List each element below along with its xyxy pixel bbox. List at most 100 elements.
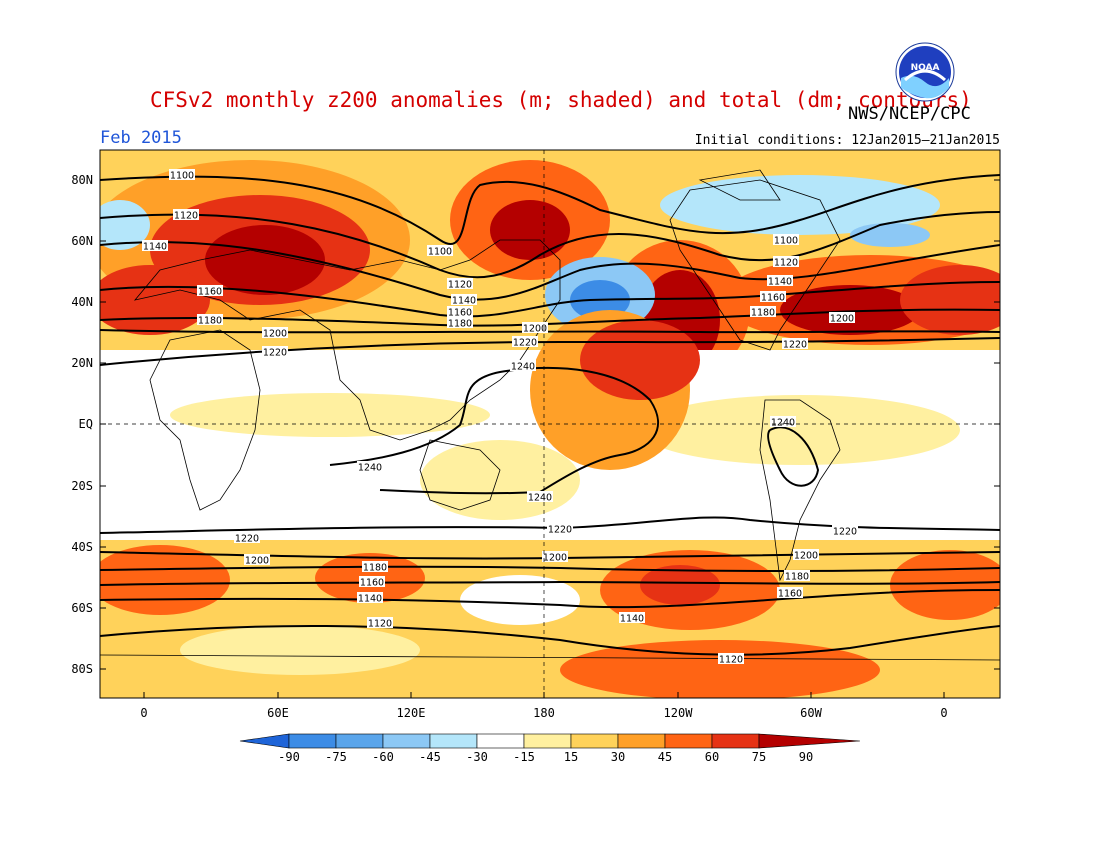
- contour-label: 1180: [785, 572, 809, 583]
- colorbar-label: 75: [752, 750, 766, 764]
- contour-label: 1220: [263, 348, 287, 359]
- lon-label: 180: [533, 706, 555, 720]
- contour-1140-s: [100, 589, 1000, 609]
- contour-label-bg: [522, 322, 548, 333]
- contour-label-bg: [447, 278, 473, 289]
- contour-label: 1120: [719, 655, 743, 666]
- contour-label: 1120: [774, 258, 798, 269]
- contour-label: 1200: [830, 314, 854, 325]
- contour-label: 1100: [170, 171, 194, 182]
- contour-label: 1240: [511, 362, 535, 373]
- contour-label: 1140: [358, 594, 382, 605]
- contour-label: 1120: [448, 280, 472, 291]
- contour-label-bg: [767, 275, 793, 286]
- contour-label-bg: [750, 306, 776, 317]
- contour-label: 1240: [771, 418, 795, 429]
- contour-label: 1160: [198, 287, 222, 298]
- colorbar-segment: [476, 733, 525, 749]
- contour-label-bg: [760, 291, 786, 302]
- lat-label: 20N: [71, 356, 93, 370]
- contour-label: 1120: [368, 619, 392, 630]
- contour-label-bg: [447, 317, 473, 328]
- colorbar-label: -90: [278, 750, 300, 764]
- contour-label-bg: [197, 314, 223, 325]
- colorbar-label: 30: [611, 750, 625, 764]
- contour-label-bg: [782, 338, 808, 349]
- contour-label-bg: [619, 612, 645, 623]
- colorbar-segment: [570, 733, 619, 749]
- lon-label: 60E: [267, 706, 289, 720]
- lat-label: 40S: [71, 540, 93, 554]
- colorbar-label: -60: [372, 750, 394, 764]
- colorbar-segment: [617, 733, 666, 749]
- coast-antarctica: [100, 654, 1000, 661]
- contour-label-bg: [427, 245, 453, 256]
- forecast-period: Feb 2015: [100, 128, 182, 148]
- contour-1120-s: [100, 624, 1000, 656]
- colorbar-segment: [288, 733, 337, 749]
- contour-labels: 1100112011401160118012001220110011201140…: [142, 169, 858, 666]
- contour-label: 1180: [198, 316, 222, 327]
- lat-label: EQ: [79, 417, 93, 431]
- contour-label: 1100: [428, 247, 452, 258]
- colorbar-segment: [429, 733, 478, 749]
- contour-label: 1220: [513, 338, 537, 349]
- colorbar-label: -45: [419, 750, 441, 764]
- contour-label: 1200: [263, 329, 287, 340]
- contour-1220-s: [100, 516, 1000, 534]
- contour-label: 1180: [363, 563, 387, 574]
- contour-label: 1100: [774, 236, 798, 247]
- contour-label-bg: [367, 617, 393, 628]
- colorbar-label: -30: [466, 750, 488, 764]
- contour-label-bg: [793, 549, 819, 560]
- contour-label: 1160: [360, 578, 384, 589]
- longitude-axis: 0 60E 120E 180 120W 60W 0: [140, 692, 948, 720]
- lat-label: 60N: [71, 234, 93, 248]
- contour-label-bg: [244, 554, 270, 565]
- contour-label: 1180: [448, 319, 472, 330]
- colorbar-segment: [664, 733, 713, 749]
- contour-label: 1220: [833, 527, 857, 538]
- contour-label-bg: [362, 561, 388, 572]
- latitude-axis: 80N 60N 40N 20N EQ 20S 40S 60S 80S: [71, 173, 1000, 676]
- colorbar-label: 45: [658, 750, 672, 764]
- contour-1180-s: [100, 565, 1000, 572]
- contour-label-bg: [829, 312, 855, 323]
- colorbar-label: -75: [325, 750, 347, 764]
- contour-1240-b: [767, 426, 820, 487]
- coast-south-america: [759, 399, 841, 582]
- contour-label: 1240: [358, 463, 382, 474]
- contour-label: 1200: [523, 324, 547, 335]
- contour-1160-s: [100, 580, 1000, 586]
- lat-label: 60S: [71, 601, 93, 615]
- contour-label-bg: [832, 525, 858, 536]
- contour-label-bg: [142, 240, 168, 251]
- contour-label-bg: [357, 461, 383, 472]
- lat-label: 80N: [71, 173, 93, 187]
- coastlines: [100, 169, 1000, 661]
- colorbar-arrow-right: [758, 733, 861, 749]
- contour-label-bg: [262, 346, 288, 357]
- contour-label-bg: [512, 336, 538, 347]
- contour-label-bg: [718, 653, 744, 664]
- lat-label: 40N: [71, 295, 93, 309]
- contour-label: 1220: [548, 525, 572, 536]
- contour-1160: [100, 281, 1000, 318]
- coast-australia: [419, 439, 501, 511]
- contour-label-bg: [773, 234, 799, 245]
- contour-label: 1160: [778, 589, 802, 600]
- contour-label-bg: [547, 523, 573, 534]
- contour-label-bg: [197, 285, 223, 296]
- lon-label: 0: [940, 706, 947, 720]
- contour-label: 1160: [761, 293, 785, 304]
- colorbar-segment: [382, 733, 431, 749]
- colorbar: -90 -75 -60 -45 -30 -15 15 30 45 60 75 90: [239, 733, 861, 764]
- coast-africa: [149, 329, 261, 511]
- contour-label: 1200: [245, 556, 269, 567]
- contour-label-bg: [357, 592, 383, 603]
- colorbar-label: 15: [564, 750, 578, 764]
- contour-label-bg: [777, 587, 803, 598]
- colorbar-label: 90: [799, 750, 813, 764]
- noaa-logo-icon: NOAA: [895, 42, 955, 102]
